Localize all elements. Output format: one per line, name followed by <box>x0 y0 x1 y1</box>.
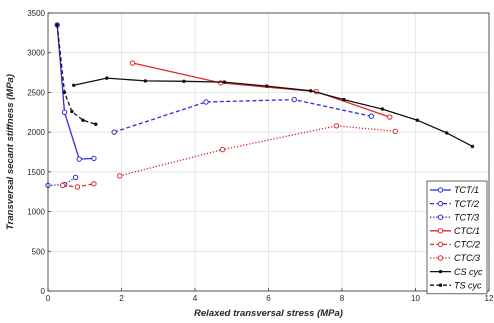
series-tct-2 <box>111 96 375 135</box>
legend-marker-ctc-1 <box>437 228 444 234</box>
legend-label-cs-cyc: CS cyc <box>454 267 483 277</box>
legend-label-ctc-1: CTC/1 <box>454 226 480 236</box>
series-line-ctc-3 <box>119 125 396 177</box>
y-tick-label: 1000 <box>27 208 45 217</box>
series-ts-cyc <box>55 23 98 126</box>
tick-labels: 0 2 4 6 8 10 12 0 500 1000 1500 2000 2500 3000 3500 <box>27 9 494 303</box>
data-point-ctc-3 <box>392 128 398 135</box>
data-point-tct-2 <box>111 129 117 135</box>
data-point-tct-2 <box>291 96 297 103</box>
y-tick-label: 2500 <box>27 88 45 97</box>
x-tick-label: 0 <box>46 294 51 303</box>
data-point-ts-cyc <box>62 90 67 95</box>
data-point-cs-cyc <box>470 144 475 149</box>
legend-marker-cs-cyc <box>438 269 443 274</box>
data-point-ts-cyc <box>70 109 74 114</box>
data-point-ctc-1 <box>387 114 393 120</box>
data-point-cs-cyc <box>415 118 420 122</box>
data-point-ctc-2 <box>74 184 81 190</box>
x-tick-label: 10 <box>411 294 420 303</box>
data-point-cs-cyc <box>143 79 148 83</box>
data-point-ts-cyc <box>81 118 85 122</box>
series-ctc-2 <box>60 181 97 190</box>
y-tick-label: 3500 <box>27 9 45 18</box>
data-point-cs-cyc <box>264 84 269 88</box>
data-point-ctc-3 <box>219 146 226 153</box>
data-point-ctc-1 <box>129 60 136 66</box>
y-tick-label: 0 <box>41 287 46 296</box>
data-point-ctc-2 <box>60 182 66 189</box>
series-line-cs-cyc <box>73 77 473 147</box>
x-tick-label: 8 <box>340 294 345 303</box>
x-tick-label: 12 <box>485 294 494 303</box>
legend-label-tct-2: TCT/2 <box>454 199 479 209</box>
data-point-tct-3 <box>72 174 79 181</box>
data-point-cs-cyc <box>182 79 186 84</box>
data-point-tct-2 <box>203 99 209 105</box>
y-axis-label: Transversal secant stiffness (MPa) <box>5 74 16 230</box>
series-line-tct-1 <box>56 24 94 160</box>
y-tick-label: 3000 <box>27 49 45 58</box>
y-tick-label: 1500 <box>27 168 45 177</box>
x-tick-label: 4 <box>193 294 198 303</box>
data-point-ts-cyc <box>55 23 59 27</box>
legend-label-ctc-3: CTC/3 <box>454 253 480 263</box>
data-point-ctc-3 <box>333 123 340 129</box>
data-point-cs-cyc <box>222 80 227 84</box>
legend-marker-tct-3 <box>437 214 444 220</box>
legend: TCT/1 TCT/2 TCT/3 CTC/1 CTC/2 CTC/3 CS cyc TS c… <box>426 180 488 295</box>
data-point-ctc-3 <box>116 173 123 179</box>
data-point-cs-cyc <box>72 83 76 87</box>
legend-marker-tct-2 <box>437 200 444 207</box>
x-tick-label: 6 <box>266 294 271 303</box>
grid <box>48 13 489 291</box>
data-point-cs-cyc <box>105 76 109 80</box>
data-point-tct-1 <box>76 156 82 162</box>
legend-marker-tct-1 <box>437 187 444 193</box>
data-point-tct-1 <box>91 155 97 162</box>
series-line-tct-2 <box>113 98 372 133</box>
legend-marker-ctc-3 <box>437 255 444 261</box>
legend-marker-ts-cyc <box>438 283 443 287</box>
data-point-tct-1 <box>61 109 68 115</box>
series-layer <box>45 22 475 190</box>
x-tick-label: 2 <box>119 294 124 303</box>
legend-box <box>426 180 488 295</box>
data-point-cs-cyc <box>342 97 346 102</box>
legend-label-ctc-2: CTC/2 <box>454 240 480 250</box>
series-ctc-1 <box>129 60 393 120</box>
y-tick-label: 500 <box>32 247 46 256</box>
data-point-tct-2 <box>368 113 375 119</box>
legend-marker-ctc-2 <box>437 241 444 248</box>
series-cs-cyc <box>72 76 475 149</box>
data-point-cs-cyc <box>445 131 449 135</box>
data-point-ts-cyc <box>94 122 98 126</box>
series-line-ctc-1 <box>132 62 391 118</box>
data-point-ctc-2 <box>91 181 97 187</box>
legend-label-tct-3: TCT/3 <box>454 212 479 222</box>
legend-label-ts-cyc: TS cyc <box>454 280 482 290</box>
y-tick-label: 2000 <box>27 128 45 137</box>
legend-label-tct-1: TCT/1 <box>454 185 479 195</box>
data-point-cs-cyc <box>309 89 313 93</box>
series-ctc-3 <box>116 123 398 179</box>
x-axis-label: Relaxed transversal stress (MPa) <box>194 308 343 319</box>
data-point-cs-cyc <box>380 107 385 111</box>
